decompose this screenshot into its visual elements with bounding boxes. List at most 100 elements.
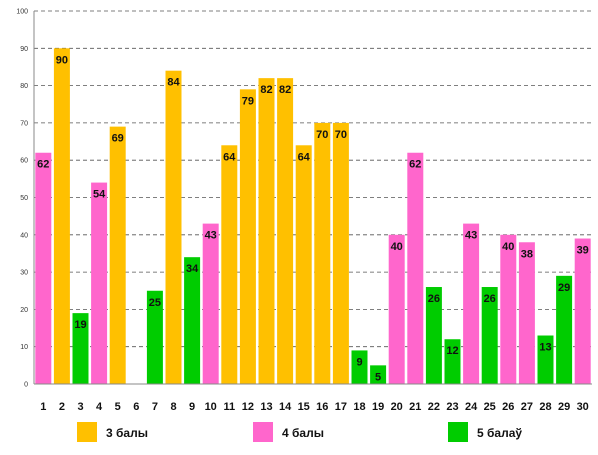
bar xyxy=(574,238,591,384)
x-tick-label: 17 xyxy=(335,401,347,413)
x-tick-label: 27 xyxy=(521,401,533,413)
x-tick-label: 18 xyxy=(353,401,365,413)
bar xyxy=(444,339,461,384)
gridlines xyxy=(34,10,592,348)
x-tick-label: 26 xyxy=(502,401,514,413)
y-tick-label: 60 xyxy=(20,158,28,165)
bar xyxy=(277,78,294,384)
y-tick-label: 40 xyxy=(20,232,28,239)
data-label: 64 xyxy=(298,151,311,163)
data-label: 34 xyxy=(186,263,199,275)
legend-swatch xyxy=(77,422,97,442)
y-tick-label: 90 xyxy=(20,46,28,53)
bar xyxy=(425,287,442,384)
y-tick-label: 10 xyxy=(20,344,28,351)
bar xyxy=(370,365,387,384)
x-tick-label: 29 xyxy=(558,401,570,413)
x-tick-label: 12 xyxy=(242,401,254,413)
bar xyxy=(221,145,238,384)
x-tick-label: 16 xyxy=(316,401,328,413)
data-label: 82 xyxy=(279,84,291,96)
x-tick-label: 5 xyxy=(115,401,121,413)
x-tick-label: 24 xyxy=(465,401,478,413)
data-label: 29 xyxy=(558,282,570,294)
y-tick-label: 100 xyxy=(16,9,28,16)
bar xyxy=(165,70,182,385)
x-tick-label: 14 xyxy=(279,401,292,413)
bar xyxy=(537,335,554,384)
data-label: 39 xyxy=(577,245,589,257)
legend-swatch xyxy=(253,422,273,442)
y-tick-label: 30 xyxy=(20,270,28,277)
x-tick-label: 23 xyxy=(446,401,458,413)
legend-label: 3 балы xyxy=(106,426,148,440)
data-label: 43 xyxy=(465,230,477,242)
legend-item: 5 балаў xyxy=(448,422,522,442)
data-label: 79 xyxy=(242,95,254,107)
data-label: 19 xyxy=(74,319,86,331)
bar xyxy=(388,234,405,384)
x-tick-label: 15 xyxy=(298,401,310,413)
x-tick-label: 13 xyxy=(260,401,272,413)
bar xyxy=(258,78,275,384)
bar xyxy=(146,290,163,384)
data-label: 40 xyxy=(391,241,403,253)
data-label: 70 xyxy=(335,129,347,141)
data-label: 25 xyxy=(149,297,161,309)
bar xyxy=(202,223,219,384)
legend-label: 4 балы xyxy=(282,426,324,440)
x-tick-label: 7 xyxy=(152,401,158,413)
x-tick-label: 2 xyxy=(59,401,65,413)
bar xyxy=(463,223,480,384)
legend: 3 балы 4 балы 5 балаў xyxy=(77,422,522,442)
data-label: 64 xyxy=(223,151,236,163)
bar xyxy=(239,89,256,384)
data-label: 13 xyxy=(539,342,551,354)
x-tick-label: 30 xyxy=(577,401,589,413)
x-tick-label: 3 xyxy=(77,401,83,413)
data-label: 54 xyxy=(93,189,106,201)
y-tick-label: 0 xyxy=(24,382,28,389)
data-label: 70 xyxy=(316,129,328,141)
data-label: 5 xyxy=(375,371,381,383)
data-label: 62 xyxy=(37,159,49,171)
data-label: 26 xyxy=(484,293,496,305)
y-tick-label: 20 xyxy=(20,307,28,314)
bar xyxy=(35,152,52,384)
bar xyxy=(332,122,349,385)
x-tick-label: 11 xyxy=(223,401,235,413)
data-label: 90 xyxy=(56,54,68,66)
x-tick-label: 9 xyxy=(189,401,195,413)
data-label: 43 xyxy=(205,230,217,242)
bar xyxy=(53,48,70,385)
x-tick-label: 22 xyxy=(428,401,440,413)
x-tick-label: 4 xyxy=(96,401,103,413)
bar xyxy=(556,275,573,384)
bar xyxy=(481,287,498,384)
data-label: 40 xyxy=(502,241,514,253)
bar xyxy=(351,350,368,384)
bar xyxy=(500,234,517,384)
bar xyxy=(91,182,108,384)
bar xyxy=(72,313,89,384)
x-tick-label: 25 xyxy=(484,401,496,413)
data-label: 12 xyxy=(446,345,458,357)
legend-item: 4 балы xyxy=(253,422,324,442)
data-label: 38 xyxy=(521,248,533,260)
x-tick-label: 6 xyxy=(133,401,139,413)
data-label: 82 xyxy=(260,84,272,96)
data-label: 62 xyxy=(409,159,421,171)
data-label: 69 xyxy=(112,133,124,145)
x-tick-label: 1 xyxy=(40,401,46,413)
x-tick-label: 10 xyxy=(205,401,217,413)
bar xyxy=(295,145,312,384)
x-tick-label: 20 xyxy=(391,401,403,413)
bar xyxy=(518,242,535,384)
bar xyxy=(109,126,126,384)
y-tick-label: 70 xyxy=(20,120,28,127)
x-tick-label: 8 xyxy=(170,401,176,413)
x-tick-label: 21 xyxy=(409,401,421,413)
data-label: 9 xyxy=(356,356,362,368)
legend-label: 5 балаў xyxy=(477,426,522,440)
